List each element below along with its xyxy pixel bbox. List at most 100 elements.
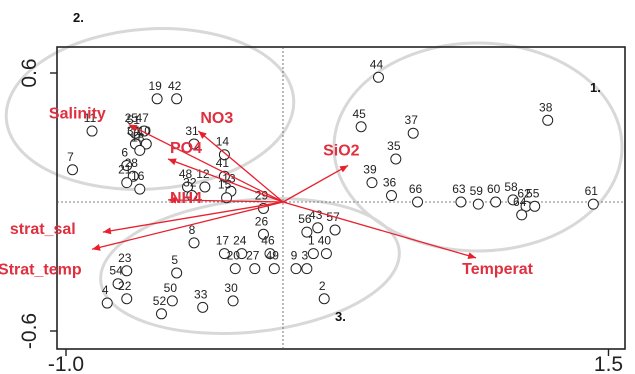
- site-label: 21: [118, 163, 132, 177]
- group-ellipse-1: [4, 27, 296, 191]
- variable-arrows: Salinity NO3 PO4 SiO2 NH4 strat_sal Strat_temp…: [0, 106, 534, 279]
- site-point: 8: [188, 223, 200, 249]
- variable-vector: NO3: [197, 110, 284, 203]
- site-label: 58: [504, 180, 518, 194]
- site-marker: [372, 71, 384, 83]
- site-label: 47: [135, 111, 149, 125]
- site-marker: [218, 248, 230, 260]
- site-label: 32: [183, 176, 197, 190]
- site-label: 31: [185, 124, 199, 138]
- site-point: 48: [179, 167, 194, 193]
- site-label: 2: [319, 279, 326, 293]
- site-point: 30: [224, 281, 239, 307]
- site-marker: [318, 293, 330, 305]
- variable-vector: SiO2: [282, 142, 360, 203]
- arrow-head: [167, 158, 177, 166]
- variable-label: NO3: [200, 110, 233, 127]
- site-marker: [171, 93, 183, 105]
- site-label: 18: [131, 130, 145, 144]
- site-label: 20: [227, 249, 241, 263]
- site-marker: [490, 196, 502, 208]
- site-label: 33: [194, 287, 208, 301]
- site-point: 5: [171, 253, 183, 279]
- site-point: 36: [383, 176, 397, 202]
- site-label: 45: [352, 107, 366, 121]
- site-marker: [227, 295, 239, 307]
- site-point: 37: [405, 113, 419, 139]
- site-label: 59: [470, 184, 484, 198]
- site-marker: [171, 267, 183, 279]
- site-marker: [249, 263, 261, 275]
- site-point: 59: [470, 184, 484, 210]
- group-ellipse-2: [332, 41, 624, 253]
- site-label: 49: [266, 249, 280, 263]
- site-label: 46: [261, 234, 275, 248]
- site-label: 7: [67, 150, 74, 164]
- site-point: 39: [363, 163, 378, 189]
- site-marker: [366, 177, 378, 189]
- site-point: 52: [153, 294, 167, 320]
- site-point: 46: [261, 234, 276, 260]
- site-label: 16: [131, 169, 145, 183]
- site-marker: [112, 278, 124, 290]
- arrow-head: [167, 196, 177, 204]
- site-marker: [236, 248, 248, 260]
- site-marker: [307, 248, 319, 260]
- site-marker: [301, 226, 313, 238]
- arrow-line: [197, 130, 284, 203]
- site-point: 6: [121, 145, 133, 171]
- site-marker: [121, 159, 133, 171]
- arrow-line: [167, 158, 284, 203]
- plot-frame: [56, 46, 626, 350]
- site-label: 41: [216, 156, 230, 170]
- site-point: 50: [164, 281, 178, 307]
- site-label: 55: [526, 186, 540, 200]
- arrow-line: [102, 201, 284, 233]
- site-point: 38: [539, 100, 554, 126]
- site-point: 61: [585, 184, 599, 210]
- site-marker: [188, 138, 200, 150]
- site-label: 43: [309, 208, 323, 222]
- site-label: 1: [308, 234, 315, 248]
- site-label: 36: [383, 176, 397, 190]
- site-marker: [134, 183, 146, 195]
- site-point: 2: [318, 279, 330, 305]
- site-marker: [407, 127, 419, 139]
- site-label: 29: [255, 188, 269, 202]
- site-point: 64: [513, 195, 528, 221]
- site-point: 28: [125, 156, 139, 182]
- site-label: 28: [125, 156, 139, 170]
- site-marker: [182, 181, 194, 193]
- variable-vector: Temperat: [282, 201, 534, 278]
- site-point: 33: [194, 287, 209, 313]
- site-label: 64: [513, 195, 527, 209]
- site-marker: [472, 198, 484, 210]
- site-point: 19: [148, 79, 163, 105]
- site-point: 17: [216, 234, 230, 260]
- site-marker: [264, 248, 276, 260]
- site-label: 27: [246, 249, 260, 263]
- site-point: 16: [131, 169, 146, 195]
- arrow-line: [167, 199, 284, 203]
- site-label: 6: [121, 145, 128, 159]
- site-marker: [101, 297, 113, 309]
- arrow-head: [467, 252, 477, 260]
- site-label: 60: [487, 182, 501, 196]
- site-label: 66: [409, 182, 423, 196]
- site-point: 31: [185, 124, 200, 150]
- group-label: 1.: [590, 80, 601, 95]
- arrow-line: [91, 201, 284, 250]
- arrow-head: [102, 227, 112, 235]
- arrow-line: [282, 164, 349, 203]
- site-label: 5: [171, 253, 178, 267]
- site-label: 50: [164, 281, 178, 295]
- site-label: 11: [84, 111, 97, 125]
- site-point: 45: [352, 107, 367, 133]
- site-point: 21: [118, 163, 133, 189]
- arrow-line: [128, 124, 284, 203]
- site-marker: [151, 93, 163, 105]
- site-point: 3: [301, 249, 313, 275]
- site-marker: [199, 181, 211, 193]
